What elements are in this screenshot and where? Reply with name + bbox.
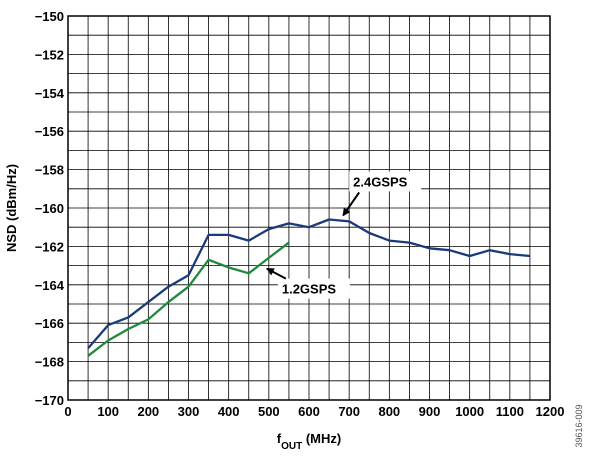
x-tick-label: 200	[137, 404, 159, 419]
x-axis-label-sub: OUT	[281, 441, 302, 452]
series-line-2-4gsps	[87, 218, 531, 349]
y-tick-label: −156	[35, 124, 64, 139]
x-tick-label: 700	[338, 404, 360, 419]
x-tick-label: 1100	[496, 404, 524, 419]
grid	[68, 16, 550, 400]
y-tick-label: −170	[35, 393, 64, 408]
annotation-box-2-4gsps	[349, 171, 422, 192]
y-tick-label: −150	[35, 9, 64, 24]
x-tick-label: 0	[64, 404, 71, 419]
x-tick-label: 1200	[536, 404, 565, 419]
y-tick-label: −158	[35, 163, 64, 178]
y-tick-label: −162	[35, 239, 64, 254]
y-tick-label: −168	[35, 355, 64, 370]
annotation-label-2-4gsps: 2.4GSPS	[353, 174, 408, 189]
annotations: 2.4GSPS 1.2GSPS	[265, 171, 422, 299]
x-tick-labels: 0 100 200 300 400 500 600 700 800 900 1000 1100 1200	[64, 404, 564, 419]
y-tick-label: −152	[35, 47, 64, 62]
x-axis-label-rest: (MHz)	[302, 431, 341, 446]
y-tick-label: −154	[35, 86, 65, 101]
x-tick-label: 400	[218, 404, 240, 419]
x-tick-label: 1000	[455, 404, 484, 419]
annotation-arrow-2-4gsps	[342, 191, 360, 217]
annotation-label-1-2gsps: 1.2GSPS	[282, 282, 337, 297]
x-axis-label-main: f	[277, 431, 282, 446]
y-tick-label: −160	[35, 201, 64, 216]
x-tick-label: 100	[97, 404, 119, 419]
annotation-box-1-2gsps	[277, 278, 350, 299]
x-axis-label: fOUT (MHz)	[277, 431, 341, 452]
annotation-arrow-1-2gsps	[265, 267, 287, 280]
x-tick-label: 300	[178, 404, 200, 419]
x-tick-label: 500	[258, 404, 280, 419]
series-line-1-2gsps	[87, 241, 290, 357]
figure-id: 39616-009	[574, 404, 584, 447]
y-tick-labels: −170 −168 −166 −164 −162 −160 −158 −156 −154 −152…	[35, 9, 65, 408]
x-tick-label: 600	[298, 404, 320, 419]
y-axis-label: NSD (dBm/Hz)	[4, 164, 19, 252]
plot-frame	[67, 15, 551, 401]
y-tick-label: −164	[35, 278, 65, 293]
series-layer	[87, 218, 531, 357]
x-tick-label: 800	[378, 404, 400, 419]
x-tick-label: 900	[419, 404, 441, 419]
y-tick-label: −166	[35, 316, 64, 331]
